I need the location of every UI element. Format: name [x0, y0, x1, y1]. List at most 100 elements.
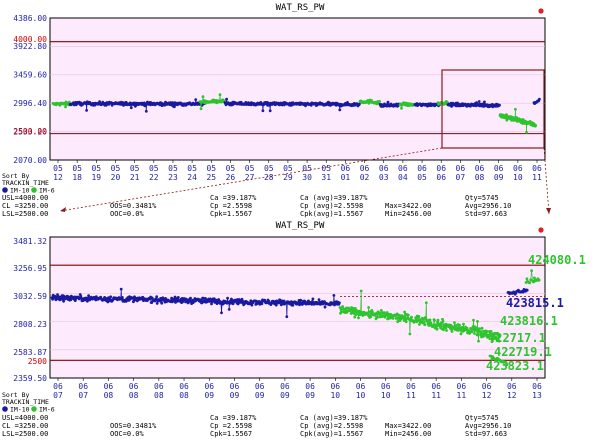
x-tick-day: 08 [475, 173, 485, 182]
x-tick-day: 12 [507, 391, 517, 400]
x-tick-month: 05 [264, 164, 274, 173]
x-tick-day: 08 [154, 391, 164, 400]
top-chart-title: WAT_RS_PW [276, 3, 325, 13]
stat-ca-avg: Ca (avg)=39.187% [300, 414, 368, 422]
stat-max: Max=3422.00 [385, 422, 431, 430]
x-tick-day: 07 [53, 391, 63, 400]
x-tick-day: 22 [149, 173, 159, 182]
top-plot-area[interactable] [50, 18, 545, 160]
stat-usl: USL=4000.00 [2, 194, 48, 202]
x-tick-month: 06 [154, 382, 164, 391]
x-tick-month: 05 [283, 164, 293, 173]
im10-legend-label: IM-10 [10, 406, 30, 414]
x-tick-month: 06 [398, 164, 408, 173]
stat-oos: OOS=0.3481% [110, 422, 157, 430]
bottom-chart: WAT_RS_PW 3481.32 3256.95 3032.59 2808.2… [13, 221, 586, 400]
x-tick-day: 21 [130, 173, 140, 182]
top-y-tick: 3459.60 [13, 71, 47, 80]
x-tick-month: 06 [360, 164, 370, 173]
x-tick-day: 07 [78, 391, 88, 400]
x-tick-day: 20 [111, 173, 121, 182]
x-tick-day: 07 [456, 173, 466, 182]
x-tick-day: 03 [379, 173, 389, 182]
x-tick-day: 29 [283, 173, 293, 182]
im6-point [538, 279, 541, 282]
im6-point [378, 100, 381, 103]
stat-std: Std=97.663 [465, 430, 507, 438]
x-tick-day: 23 [168, 173, 178, 182]
x-tick-day: 28 [264, 173, 274, 182]
x-tick-day: 30 [302, 173, 312, 182]
top-chart: WAT_RS_PW 4386.00 3922.80 3459.60 2996.4… [13, 3, 545, 182]
x-tick-day: 09 [230, 391, 240, 400]
x-tick-day: 10 [513, 173, 523, 182]
x-tick-day: 26 [226, 173, 236, 182]
x-tick-month: 05 [72, 164, 82, 173]
x-tick-month: 06 [255, 382, 265, 391]
x-tick-day: 19 [91, 173, 101, 182]
bottom-y-tick: 3032.59 [13, 292, 47, 301]
x-tick-month: 06 [78, 382, 88, 391]
annotation-label: 423815.1 [506, 296, 564, 310]
x-tick-month: 06 [457, 382, 467, 391]
bottom-x-axis: 0607060706080608060806080609060906090609… [53, 378, 542, 400]
x-tick-month: 06 [456, 164, 466, 173]
im6-legend-icon [31, 406, 37, 412]
x-tick-day: 04 [398, 173, 408, 182]
x-tick-month: 06 [475, 164, 485, 173]
x-tick-month: 06 [507, 382, 517, 391]
im10-point [338, 301, 341, 304]
stat-max: Max=3422.00 [385, 202, 431, 210]
annotation-label: 424080.1 [528, 253, 586, 267]
x-tick-day: 12 [53, 173, 63, 182]
x-tick-month: 06 [204, 382, 214, 391]
stat-ooc: OOC=0.0% [110, 210, 145, 218]
stat-lsl: LSL=2500.00 [2, 430, 48, 438]
x-tick-day: 09 [204, 391, 214, 400]
top-y-tick: 2996.40 [13, 99, 47, 108]
x-tick-month: 05 [302, 164, 312, 173]
x-tick-day: 11 [457, 391, 467, 400]
bottom-chart-title: WAT_RS_PW [276, 221, 325, 231]
x-tick-month: 06 [406, 382, 416, 391]
im10-legend-icon [2, 187, 8, 193]
im6-legend-icon [31, 187, 37, 193]
x-tick-day: 08 [129, 391, 139, 400]
arrow-down-icon [546, 208, 551, 214]
stat-cp-avg: Cp (avg)=2.5598 [300, 422, 363, 430]
x-tick-month: 05 [226, 164, 236, 173]
stat-cp: Cp =2.5598 [210, 202, 252, 210]
annotation-label: 422717.1 [488, 331, 546, 345]
stat-avg: Avg=2956.10 [465, 422, 511, 430]
x-tick-month: 06 [381, 382, 391, 391]
x-tick-day: 10 [330, 391, 340, 400]
x-tick-day: 02 [360, 173, 370, 182]
stat-lsl: LSL=2500.00 [2, 210, 48, 218]
x-tick-month: 06 [436, 164, 446, 173]
bottom-y-tick: 2583.87 [13, 348, 47, 357]
annotation-label: 423823.1 [486, 359, 544, 373]
stat-cpk-avg: Cpk(avg)=1.5567 [300, 210, 363, 218]
x-tick-month: 06 [417, 164, 427, 173]
bottom-y-tick: 3481.32 [13, 237, 47, 246]
x-tick-day: 09 [494, 173, 504, 182]
zoom-connector-right [544, 148, 549, 214]
stat-cpk: Cpk=1.5567 [210, 430, 252, 438]
x-tick-month: 06 [230, 382, 240, 391]
x-tick-month: 05 [53, 164, 63, 173]
x-tick-month: 05 [130, 164, 140, 173]
bottom-status-dot-icon [538, 227, 543, 232]
stat-min: Min=2456.00 [385, 430, 431, 438]
annotation-label: 422719.1 [494, 345, 552, 359]
x-tick-day: 11 [431, 391, 441, 400]
x-tick-day: 25 [206, 173, 216, 182]
stat-ca: Ca =39.187% [210, 194, 257, 202]
stat-ooc: OOC=0.0% [110, 430, 145, 438]
top-usl-label: 4000.00 [13, 35, 47, 44]
x-tick-month: 06 [379, 164, 389, 173]
x-tick-month: 06 [330, 382, 340, 391]
bottom-plot-area[interactable] [50, 237, 545, 378]
x-tick-day: 10 [356, 391, 366, 400]
x-tick-day: 08 [179, 391, 189, 400]
x-tick-day: 27 [245, 173, 255, 182]
